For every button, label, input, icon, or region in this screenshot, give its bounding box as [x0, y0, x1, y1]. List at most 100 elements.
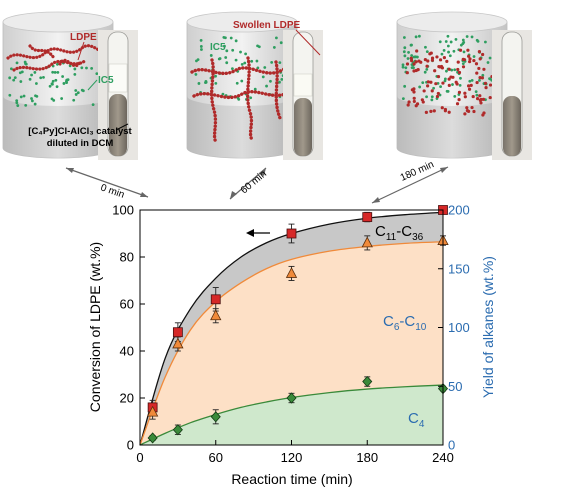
ic5-molecule [269, 79, 272, 83]
ic5-molecule [85, 66, 88, 70]
ic5-molecule [218, 57, 222, 60]
alkane-fragment [440, 66, 445, 70]
alkane-fragment [429, 109, 433, 113]
ic5-molecule [261, 75, 265, 79]
alkane-fragment [478, 94, 482, 98]
alkane-fragment [474, 62, 479, 66]
ic5-molecule [223, 44, 226, 48]
y-axis-label: Conversion of LDPE (wt.%) [87, 242, 103, 412]
y2-tick-label: 100 [448, 320, 470, 335]
ic5-molecule [15, 61, 19, 65]
alkane-fragment [429, 80, 433, 84]
alkane-fragment [440, 106, 444, 110]
ic5-molecule [235, 81, 239, 85]
alkane-fragment [416, 68, 420, 72]
ic5-molecule [204, 79, 208, 83]
ic5-molecule [468, 79, 472, 83]
alkane-fragment [477, 66, 481, 71]
ic5-molecule [53, 70, 57, 74]
time-label-0min: 0 min [99, 182, 126, 200]
ic5-molecule [229, 36, 233, 40]
arrow-0min-head-a [66, 168, 74, 173]
alkane-fragment [466, 48, 470, 52]
ic5-molecule [403, 84, 407, 88]
ic5-molecule [54, 78, 58, 82]
alkane-fragment [475, 97, 480, 101]
ic5-molecule [195, 59, 198, 63]
catalyst-label-line1: [C₄Py]Cl-AlCl₃ catalyst [28, 126, 132, 137]
ic5-molecule [42, 76, 45, 79]
ic5-molecule [453, 94, 457, 98]
data-point-square [362, 212, 373, 222]
time-label-60min: 60 min [239, 169, 269, 197]
ic5-molecule [474, 90, 478, 94]
alkane-fragment [426, 80, 430, 84]
alkane-fragment [435, 94, 440, 99]
ic5-molecule [443, 79, 447, 83]
swollen-ldpe-label: Swollen LDPE [233, 20, 301, 31]
data-point-diamond [147, 432, 158, 444]
ic5-molecule [28, 77, 32, 81]
swollen-ldpe-solid [293, 73, 313, 97]
ic5-molecule [33, 102, 37, 106]
test-tube-photo [492, 30, 532, 160]
ic5-molecule [76, 91, 80, 95]
alkane-fragment [478, 57, 482, 61]
alkane-fragment [410, 88, 414, 92]
alkane-fragment [443, 109, 447, 113]
tube-liquid [294, 98, 312, 156]
fit-curve-c4 [139, 384, 444, 446]
alkane-fragment [406, 103, 410, 107]
ic5-molecule [263, 66, 267, 69]
alkane-fragment [479, 101, 483, 105]
ic5-molecule [209, 54, 213, 57]
data-point-diamond [210, 411, 221, 423]
y-tick-label: 40 [120, 344, 134, 359]
ic5-molecule [454, 37, 458, 41]
ic5-molecule [34, 94, 37, 98]
ic5-molecule [402, 36, 406, 39]
ic5-molecule [461, 62, 465, 66]
ic5-molecule [255, 59, 259, 63]
arrow-60min-head-a [259, 168, 266, 176]
ic5-molecule [223, 36, 227, 40]
swollen-ldpe-chain [210, 58, 218, 144]
ic5-molecule [214, 81, 218, 85]
ic5-molecule [417, 34, 421, 38]
x-tick-label: 0 [136, 450, 143, 465]
alkane-fragment [482, 67, 486, 71]
ic5-molecule [33, 71, 37, 74]
ic5-molecule [279, 41, 283, 45]
ic5-molecule [446, 90, 450, 93]
ic5-molecule [450, 68, 454, 72]
data-point-diamond [362, 375, 373, 388]
ic5-molecule [249, 96, 253, 100]
alkane-fragment [470, 105, 474, 110]
ic5-molecule [278, 80, 281, 84]
ldpe-solid [108, 63, 128, 93]
alkane-fragment [477, 50, 482, 54]
alkane-fragment [467, 109, 471, 113]
ic5-molecule [65, 81, 68, 85]
alkane-fragment [468, 60, 472, 64]
arrow-60min-head-b [230, 191, 237, 199]
ic5-molecule [432, 86, 436, 90]
y-tick-label: 20 [120, 391, 134, 406]
ic5-molecule [403, 54, 407, 58]
alkane-fragment [438, 58, 443, 62]
ic5-molecule [423, 70, 427, 74]
ldpe-label: LDPE [70, 32, 97, 43]
ic5-molecule [439, 85, 442, 89]
ic5-molecule [424, 45, 427, 49]
ic5-molecule [402, 50, 406, 54]
ic5-molecule [459, 76, 462, 80]
ic5-molecule [197, 82, 201, 85]
test-tube-photo [283, 30, 323, 160]
ic5-molecule [462, 50, 466, 54]
ic5-molecule [8, 76, 12, 80]
ic5-molecule [475, 93, 479, 97]
catalyst-leader-line [115, 123, 129, 131]
ic5-molecule [19, 95, 23, 99]
alkane-fragment [405, 62, 410, 66]
alkane-fragment [449, 75, 453, 79]
